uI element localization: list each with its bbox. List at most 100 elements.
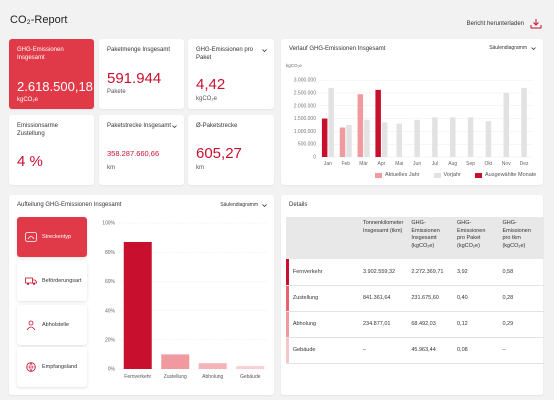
x-tick-label: Okt <box>485 161 493 167</box>
page-title: CO₂-Report <box>10 14 68 26</box>
bar-previous-year <box>467 117 474 157</box>
trend-chart-type-dropdown[interactable]: Säulendiagramm <box>489 45 536 51</box>
bar-current-year <box>375 89 381 157</box>
table-cell-total: 45.963,44 <box>407 337 453 364</box>
table-row[interactable]: Abholung 234.877,01 68.492,03 0,12 0,29 <box>286 311 544 338</box>
kpi-title: GHG-Emissionen Insgesamt <box>17 47 64 61</box>
bar-previous-year <box>328 87 334 157</box>
table-cell-tkm: 3.902.559,32 <box>358 259 408 286</box>
trend-chart-type-label: Säulendiagramm <box>489 45 527 51</box>
table-cell-per-tkm: 0,58 <box>498 259 544 286</box>
bar-previous-year <box>521 87 527 157</box>
kpi-card-package-count[interactable]: Paketmenge Insgesamt 591.944 Pakete <box>99 39 184 109</box>
kpi-card-package-distance[interactable]: Paketstrecke Insgesamt 358.287.660,66 km <box>99 115 184 185</box>
breakdown-button-label: Streckentyp <box>42 234 72 240</box>
row-color-marker <box>286 337 289 364</box>
table-cell-label: Abholung <box>288 311 359 338</box>
legend-label: Ausgewählte Monate <box>484 172 537 178</box>
table-row[interactable]: Zustellung 841.361,64 231.675,60 0,40 0,28 <box>286 285 544 312</box>
table-cell-tkm: 234.877,01 <box>358 311 408 338</box>
details-panel: Details Tonnenkilometer Insgesamt (tkm) … <box>281 195 544 395</box>
x-tick-label: Fernverkehr <box>124 374 151 380</box>
bar-previous-year <box>364 119 370 157</box>
table-cell-label: Fernverkehr <box>288 259 359 286</box>
legend-item-current-year: Aktuelles Jahr <box>375 172 420 178</box>
trend-chart: kgCO₂e 0 500.000 1.000.000 1.500.000 2.000.00… <box>286 63 533 167</box>
chevron-down-icon[interactable] <box>172 125 177 128</box>
details-table: Tonnenkilometer Insgesamt (tkm) GHG-Emis… <box>286 217 544 364</box>
kpi-card-avg-package-distance[interactable]: Ø-Paketstrecke 605,27 km <box>188 115 274 185</box>
y-tick-label: 1.000.000 <box>294 129 316 135</box>
kpi-card-emissions-per-package[interactable]: GHG-Emissionen pro Paket 4,42 kgCO₂e <box>188 39 274 109</box>
y-tick-label: 20% <box>105 338 116 344</box>
row-color-marker <box>286 311 289 338</box>
y-tick-label: 40% <box>105 308 116 314</box>
kpi-unit: Pakete <box>107 89 126 95</box>
trend-title: Verlauf GHG-Emissionen Insgesamt <box>289 46 386 52</box>
kpi-unit: km <box>107 165 115 171</box>
details-header-row: Tonnenkilometer Insgesamt (tkm) GHG-Emis… <box>286 217 544 259</box>
breakdown-panel: Aufteilung GHG-Emissionen Insgesamt Säul… <box>9 195 274 395</box>
breakdown-button-transport-type[interactable]: Beförderungsart <box>17 261 87 301</box>
breakdown-chart: 0% 20% 40% 60% 80% 100% Fernverkehr Zustellung A… <box>102 221 269 380</box>
legend-swatch <box>433 172 441 178</box>
breakdown-button-destination-country[interactable]: Empfangsland <box>17 347 87 387</box>
table-cell-per-package: 0,40 <box>453 285 499 312</box>
table-header: GHG-Emissionen pro Paket (kgCO₂e) <box>453 217 499 259</box>
table-row[interactable]: Fernverkehr 3.902.559,32 2.272.369,71 3,92 0… <box>286 259 544 286</box>
kpi-title: GHG-Emissionen pro Paket <box>196 47 254 61</box>
kpi-card-total-emissions[interactable]: GHG-Emissionen Insgesamt 2.618.500,18 kg… <box>9 39 94 109</box>
person-icon <box>26 320 36 330</box>
legend-item-selected-months: Ausgewählte Monate <box>474 172 537 178</box>
trend-legend: Aktuelles Jahr Vorjahr Ausgewählte Monat… <box>375 172 536 178</box>
kpi-unit: km <box>196 165 204 171</box>
breakdown-button-pickup-point[interactable]: Abholstelle <box>17 305 87 345</box>
y-tick-label: 0 <box>313 155 316 161</box>
x-tick-label: Sep <box>466 161 475 167</box>
kpi-value: 4 % <box>17 153 43 170</box>
table-cell-per-tkm: – <box>498 337 544 364</box>
breakdown-chart-type-dropdown[interactable]: Säulendiagramm <box>220 202 267 208</box>
x-tick-label: Gebäude <box>240 374 261 380</box>
x-tick-label: Dez <box>520 161 529 167</box>
bar-previous-year <box>396 123 402 157</box>
x-tick-label: Aug <box>448 161 457 167</box>
chevron-down-icon <box>262 203 267 207</box>
kpi-unit: kgCO₂e <box>17 97 39 103</box>
table-header: Tonnenkilometer Insgesamt (tkm) <box>358 217 408 259</box>
row-color-marker <box>286 259 289 286</box>
y-tick-label: 2.000.000 <box>294 103 316 109</box>
breakdown-button-label: Empfangsland <box>42 364 78 370</box>
table-cell-per-package: 3,92 <box>453 259 499 286</box>
download-report-button[interactable]: Bericht herunterladen <box>467 18 542 29</box>
table-cell-label: Gebäude <box>288 337 359 364</box>
table-cell-total: 2.272.369,71 <box>407 259 453 286</box>
chevron-down-icon[interactable] <box>262 49 267 52</box>
table-header-marker <box>286 217 289 259</box>
breakdown-button-route-type[interactable]: Streckentyp <box>17 217 87 257</box>
details-title: Details <box>289 202 308 208</box>
truck-icon <box>25 277 37 285</box>
table-cell-total: 68.492,03 <box>407 311 453 338</box>
bar-previous-year <box>503 92 509 157</box>
kpi-title: Paketstrecke Insgesamt <box>107 123 172 129</box>
route-icon <box>25 232 37 242</box>
kpi-card-low-emission-delivery[interactable]: Emissionsarme Zustellung 4 % <box>9 115 94 185</box>
kpi-title: Emissionsarme Zustellung <box>17 123 59 137</box>
table-cell-per-package: 0,08 <box>453 337 499 364</box>
table-cell-label: Zustellung <box>288 285 359 312</box>
x-tick-label: Zustellung <box>164 374 187 380</box>
y-tick-label: 100% <box>102 221 115 227</box>
y-tick-label: 2.500.000 <box>294 90 316 96</box>
globe-icon <box>26 362 36 372</box>
bar-abholung <box>198 363 227 369</box>
legend-item-previous-year: Vorjahr <box>433 172 461 178</box>
breakdown-chart-type-label: Säulendiagramm <box>220 202 258 208</box>
table-cell-per-package: 0,12 <box>453 311 499 338</box>
table-row[interactable]: Gebäude –45.963,44 0,08– <box>286 337 544 364</box>
table-header: GHG-Emissionen pro tkm (kgCO₂e) <box>498 217 544 259</box>
download-report-label: Bericht herunterladen <box>466 20 524 27</box>
bar-previous-year <box>450 117 456 157</box>
breakdown-button-label: Abholstelle <box>42 322 69 328</box>
x-tick-label: Jun <box>413 161 421 167</box>
